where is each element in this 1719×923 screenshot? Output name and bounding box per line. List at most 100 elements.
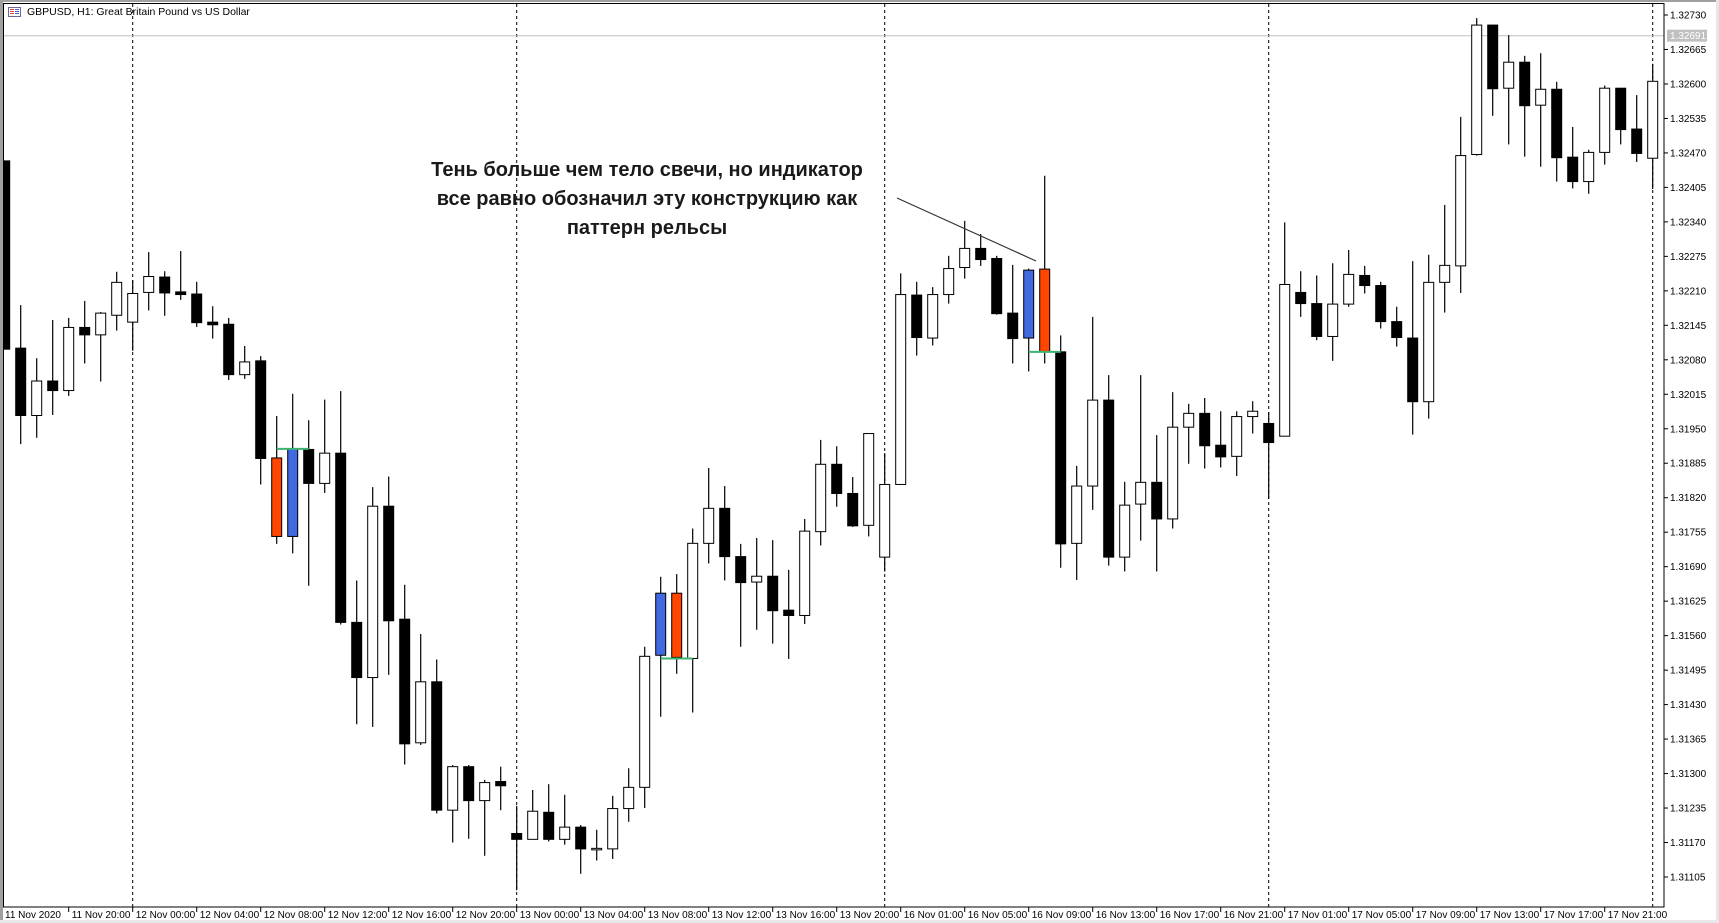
bid-price-tag (1667, 29, 1707, 42)
chart-title: GBPUSD, H1: Great Britain Pound vs US Do… (27, 6, 250, 18)
candle (927, 287, 939, 346)
bull-candle-body (1439, 264, 1451, 283)
bear-candle-body (1551, 88, 1563, 159)
candle (47, 320, 59, 415)
bear-candle-body (335, 452, 347, 623)
price-tick-label: 1.32470 (1670, 148, 1707, 159)
candle (95, 312, 107, 382)
time-tick-label: 11 Nov 2020 (5, 910, 61, 921)
bull-candle-body (623, 786, 635, 810)
window-left-border (0, 0, 3, 923)
time-tick-label: 16 Nov 17:00 (1160, 910, 1220, 921)
bear-candle-body (1375, 285, 1387, 323)
bear-candle-body (1263, 422, 1275, 444)
bull-candle-body (447, 766, 459, 811)
candle (1087, 316, 1099, 510)
annotation-line: все равно обозначил эту конструкцию как (436, 188, 858, 210)
bull-candle-body (703, 507, 715, 544)
bear-candle-body (383, 505, 395, 622)
price-tick-label: 1.31170 (1670, 838, 1706, 849)
bear-candle-body (911, 294, 923, 339)
candle (1583, 149, 1595, 194)
candle (991, 255, 1003, 315)
bear-candle-body (575, 826, 587, 850)
bear-candle-body (847, 492, 859, 527)
candle (1167, 392, 1179, 529)
bull-candle-body (31, 380, 43, 416)
candle (767, 540, 779, 644)
bull-candle-body (1647, 80, 1659, 159)
time-tick-label: 17 Nov 09:00 (1416, 910, 1476, 921)
price-tick-label: 1.31885 (1670, 459, 1707, 470)
candle (1599, 85, 1611, 165)
candle (431, 659, 443, 814)
candle (1279, 222, 1291, 437)
bear-candle-body (47, 380, 59, 392)
bid-price-label: 1.32691 (1670, 31, 1707, 42)
candle (1503, 35, 1515, 145)
bull-candle-body (1503, 61, 1515, 89)
bear-candle-body (719, 507, 731, 558)
bull-candle-body (1247, 410, 1259, 418)
bear-candle-body (15, 347, 27, 416)
bear-candle-body (1615, 87, 1627, 131)
candle (1615, 87, 1627, 145)
bear-candle-body (1311, 303, 1323, 337)
bear-candle-body (303, 448, 315, 484)
bull-candle-body (1583, 151, 1595, 183)
time-tick-label: 17 Nov 21:00 (1608, 910, 1668, 921)
price-tick-label: 1.32730 (1670, 11, 1707, 22)
candle (799, 518, 811, 624)
bear-candle-body (223, 323, 235, 376)
time-axis[interactable]: 11 Nov 2020 11 Nov 20:00 12 Nov 00:00 12 No… (5, 907, 1668, 921)
candle (847, 477, 859, 527)
candle (527, 790, 539, 840)
time-tick-label: 17 Nov 05:00 (1352, 910, 1412, 921)
candle (703, 468, 715, 564)
candle (575, 825, 587, 874)
rails-candle-body (671, 592, 683, 658)
candle (127, 280, 139, 351)
candles (4, 18, 1659, 891)
bull-candle-body (479, 782, 491, 802)
bull-candle-body (799, 530, 811, 616)
bear-candle-body (463, 766, 475, 802)
time-tick-label: 17 Nov 17:00 (1544, 910, 1604, 921)
bull-candle-body (943, 268, 955, 296)
bear-candle-body (975, 247, 987, 261)
candle (1231, 411, 1243, 476)
candle (1023, 268, 1035, 372)
candle (815, 439, 827, 546)
candle (671, 574, 683, 674)
bear-candle-body (431, 681, 443, 811)
candle (1375, 281, 1387, 329)
window-bottom-border (0, 920, 1719, 923)
candle (79, 300, 91, 364)
bull-candle-body (415, 681, 427, 744)
bear-candle-body (1215, 444, 1227, 458)
candle (1119, 481, 1131, 572)
bull-candle-body (63, 326, 75, 392)
candle (399, 584, 411, 765)
candle (1103, 375, 1115, 566)
bear-candle-body (767, 575, 779, 612)
price-tick-label: 1.32080 (1670, 355, 1707, 366)
price-tick-label: 1.32535 (1670, 114, 1707, 125)
candle (975, 234, 987, 266)
time-tick-label: 16 Nov 13:00 (1096, 910, 1156, 921)
time-tick-label: 12 Nov 12:00 (328, 910, 388, 921)
candle (1055, 335, 1067, 568)
candle (255, 356, 267, 485)
candle (463, 765, 475, 839)
bear-candle-body (735, 556, 747, 584)
bull-candle-body (751, 575, 763, 583)
candle (751, 538, 763, 630)
rails-candle-body (271, 457, 283, 537)
candle (447, 765, 459, 843)
time-tick-label: 13 Nov 12:00 (712, 910, 772, 921)
chart-window-icon (8, 7, 21, 17)
bear-candle-body (783, 609, 795, 616)
price-axis[interactable]: 1.32730 1.32665 1.32600 1.32535 1.32470 1.324… (1664, 11, 1707, 884)
bull-candle-body (1327, 303, 1339, 337)
